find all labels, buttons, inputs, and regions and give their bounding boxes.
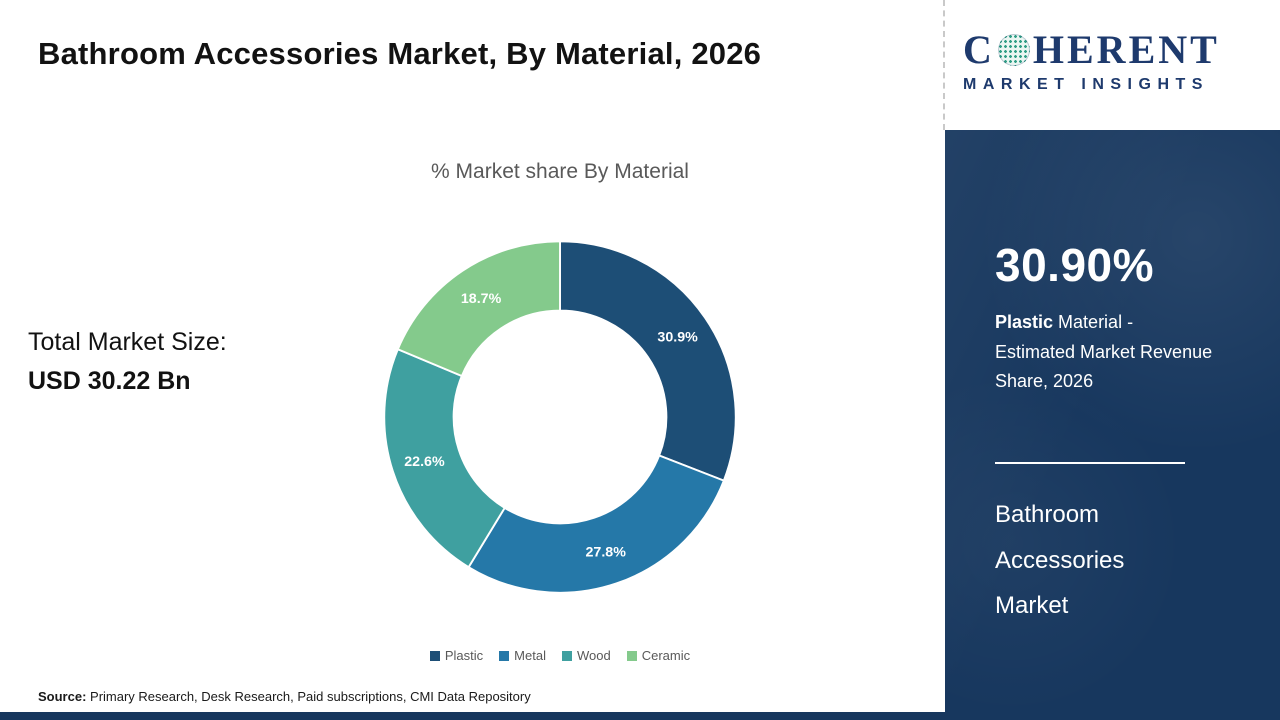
source-label: Source:	[38, 689, 87, 704]
panel-stat-label-rest: Material - Estimated Market Revenue Shar…	[995, 312, 1213, 392]
legend-swatch	[561, 650, 572, 661]
chart-legend: Plastic Metal Wood Ceramic	[310, 648, 810, 663]
bottom-accent-strip	[0, 712, 1280, 720]
slice-label-metal: 27.8%	[585, 545, 626, 561]
brand-prefix: C	[963, 27, 995, 72]
total-market-size-value: USD 30.22 Bn	[28, 367, 191, 395]
panel-stat-value: 30.90%	[995, 239, 1155, 291]
highlight-panel: 30.90% Plastic Material - Estimated Mark…	[945, 130, 1280, 720]
slice-label-plastic: 30.9%	[657, 329, 698, 345]
donut-slice-ceramic	[396, 240, 561, 378]
legend-label: Wood	[576, 648, 611, 663]
total-market-size: Total Market Size: USD 30.22 Bn	[28, 328, 227, 396]
brand-suffix: HERENT	[1032, 27, 1220, 72]
legend-label: Ceramic	[641, 648, 691, 663]
legend-item-ceramic: Ceramic	[626, 648, 691, 663]
legend-item-wood: Wood	[561, 648, 611, 663]
source-line: Source: Primary Research, Desk Research,…	[38, 689, 531, 704]
legend-label: Metal	[514, 648, 546, 663]
source-text: Primary Research, Desk Research, Paid su…	[86, 689, 531, 704]
donut-slice-metal	[467, 454, 726, 594]
slice-label-ceramic: 18.7%	[461, 291, 502, 307]
header-dashed-separator	[943, 0, 945, 130]
legend-label: Plastic	[444, 648, 484, 663]
panel-divider	[995, 462, 1185, 464]
donut-slice-wood	[383, 347, 506, 569]
donut-chart: 30.9% 27.8% 22.6% 18.7%	[383, 240, 737, 594]
panel-stat-label-bold: Plastic	[995, 312, 1054, 332]
chart-subtitle: % Market share By Material	[431, 160, 689, 183]
donut-chart-container: 30.9% 27.8% 22.6% 18.7%	[370, 227, 750, 607]
legend-item-metal: Metal	[499, 648, 546, 663]
page-title: Bathroom Accessories Market, By Material…	[38, 36, 762, 71]
total-market-size-label: Total Market Size:	[28, 328, 227, 356]
legend-swatch	[626, 650, 637, 661]
legend-swatch	[429, 650, 440, 661]
brand-subtitle: MARKET INSIGHTS	[963, 76, 1209, 93]
panel-title: Bathroom Accessories Market	[995, 501, 1125, 620]
legend-swatch	[499, 650, 510, 661]
brand-logo: C HERENT MARKET INSIGHTS	[963, 30, 1263, 94]
globe-icon	[997, 34, 1030, 66]
legend-item-plastic: Plastic	[429, 648, 484, 663]
brand-wordmark: C HERENT	[963, 30, 1263, 70]
slice-label-wood: 22.6%	[404, 454, 445, 470]
donut-slice-plastic	[559, 240, 737, 482]
panel-stat-label: Plastic Material - Estimated Market Reve…	[995, 308, 1215, 397]
